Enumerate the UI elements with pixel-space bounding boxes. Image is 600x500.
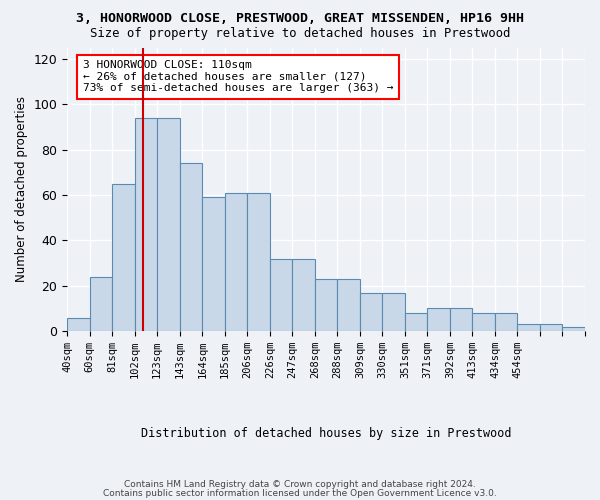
Bar — [225, 192, 247, 331]
Text: 3, HONORWOOD CLOSE, PRESTWOOD, GREAT MISSENDEN, HP16 9HH: 3, HONORWOOD CLOSE, PRESTWOOD, GREAT MIS… — [76, 12, 524, 26]
Bar — [472, 313, 495, 331]
Bar — [495, 313, 517, 331]
Bar — [270, 258, 292, 331]
Bar — [157, 118, 180, 331]
Text: Size of property relative to detached houses in Prestwood: Size of property relative to detached ho… — [90, 28, 510, 40]
Bar — [517, 324, 540, 331]
Bar — [292, 258, 315, 331]
Bar — [202, 198, 225, 331]
Bar — [112, 184, 134, 331]
Bar — [382, 292, 405, 331]
Bar — [247, 192, 270, 331]
Bar — [405, 313, 427, 331]
Bar — [180, 163, 202, 331]
Bar — [89, 276, 112, 331]
Text: Contains HM Land Registry data © Crown copyright and database right 2024.: Contains HM Land Registry data © Crown c… — [124, 480, 476, 489]
Bar — [360, 292, 382, 331]
Bar — [134, 118, 157, 331]
Y-axis label: Number of detached properties: Number of detached properties — [15, 96, 28, 282]
Text: 3 HONORWOOD CLOSE: 110sqm
← 26% of detached houses are smaller (127)
73% of semi: 3 HONORWOOD CLOSE: 110sqm ← 26% of detac… — [83, 60, 393, 94]
Bar — [427, 308, 450, 331]
Bar — [562, 326, 585, 331]
X-axis label: Distribution of detached houses by size in Prestwood: Distribution of detached houses by size … — [141, 427, 511, 440]
Bar — [67, 318, 89, 331]
Bar — [337, 279, 360, 331]
Bar — [540, 324, 562, 331]
Bar — [450, 308, 472, 331]
Text: Contains public sector information licensed under the Open Government Licence v3: Contains public sector information licen… — [103, 488, 497, 498]
Bar — [315, 279, 337, 331]
